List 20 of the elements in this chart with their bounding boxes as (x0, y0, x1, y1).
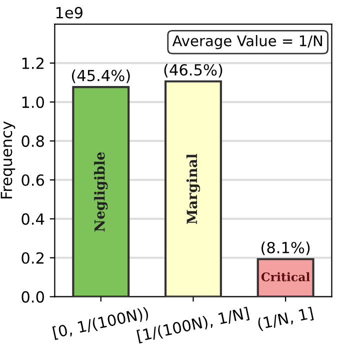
bar (164, 80, 222, 297)
y-tick-label: 1.0 (22, 96, 44, 108)
y-tick-label: 0.6 (22, 174, 44, 186)
y-tick-label: 1.2 (22, 58, 44, 69)
annotation: (45.4%) (72, 69, 130, 84)
annotation: Critical (261, 272, 310, 282)
annotation: Negligible (94, 152, 108, 232)
bar (256, 258, 314, 297)
annotation: (8.1%) (262, 242, 310, 256)
bar (72, 86, 130, 297)
y-tick-label: 0.8 (22, 135, 44, 147)
y-tick-label: 0.0 (22, 291, 44, 303)
y-axis-title: Frequency (0, 121, 16, 198)
y-tick-label: 0.4 (22, 213, 44, 225)
x-tick-label: (1/N, 1] (257, 306, 314, 332)
annotation: Marginal (186, 154, 200, 224)
annotation: (46.5%) (164, 64, 222, 78)
text: 1e9 (56, 6, 82, 18)
y-tick-label: 0.2 (22, 252, 44, 264)
annotation: Average Value = 1/N (172, 35, 322, 50)
